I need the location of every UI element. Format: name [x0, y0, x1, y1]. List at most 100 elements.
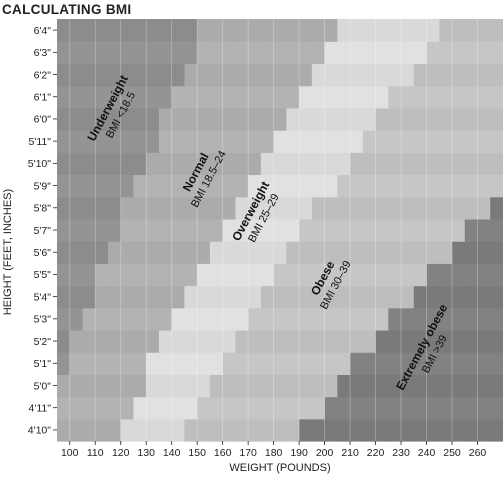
bmi-cell	[452, 263, 466, 287]
bmi-cell	[69, 285, 84, 309]
bmi-cell	[413, 218, 428, 242]
bmi-cell	[95, 329, 109, 353]
bmi-cell	[273, 19, 287, 42]
bmi-cell	[82, 218, 96, 242]
bmi-cell	[222, 107, 236, 131]
bmi-cell	[350, 396, 364, 420]
bmi-cell	[464, 152, 479, 176]
bmi-cell	[477, 19, 491, 42]
bmi-cell	[452, 352, 466, 375]
y-tick-label: 5'1"	[34, 358, 52, 370]
bmi-cell	[184, 174, 198, 198]
bmi-cell	[120, 130, 135, 153]
bmi-cell	[362, 285, 377, 309]
bmi-cell	[311, 174, 326, 198]
bmi-cell	[413, 130, 428, 153]
bmi-cell	[260, 85, 275, 109]
bmi-cell	[388, 174, 402, 198]
bmi-cell	[299, 329, 313, 353]
bmi-cell	[477, 63, 491, 87]
bmi-cell	[401, 152, 415, 176]
bmi-cell	[439, 374, 453, 398]
bmi-cell	[184, 19, 198, 42]
bmi-cell	[95, 63, 109, 87]
bmi-cell	[107, 352, 122, 375]
bmi-grid	[57, 19, 503, 442]
bmi-cell	[375, 396, 389, 420]
bmi-cell	[299, 352, 313, 375]
bmi-cell	[184, 263, 198, 287]
bmi-cell	[401, 263, 415, 287]
bmi-cell	[133, 152, 147, 176]
bmi-cell	[171, 241, 186, 264]
x-tick-label: 100	[61, 447, 79, 459]
bmi-cell	[273, 218, 287, 242]
bmi-cell	[273, 63, 287, 87]
bmi-cell	[133, 263, 147, 287]
bmi-cell	[452, 41, 466, 65]
bmi-cell	[146, 107, 160, 131]
bmi-cell	[222, 285, 236, 309]
bmi-cell	[337, 174, 351, 198]
bmi-cell	[197, 19, 211, 42]
bmi-cell	[57, 285, 71, 309]
bmi-cell	[209, 307, 224, 331]
bmi-cell	[375, 352, 389, 375]
bmi-cell	[197, 41, 211, 65]
bmi-cell	[184, 396, 198, 420]
bmi-cell	[184, 285, 198, 309]
bmi-cell	[337, 418, 351, 442]
bmi-cell	[197, 329, 211, 353]
bmi-cell	[146, 418, 160, 442]
bmi-cell	[439, 174, 453, 198]
bmi-cell	[95, 174, 109, 198]
bmi-cell	[209, 107, 224, 131]
bmi-cell	[95, 107, 109, 131]
bmi-cell	[120, 374, 135, 398]
bmi-cell	[57, 63, 71, 87]
bmi-cell	[286, 63, 300, 87]
bmi-cell	[337, 85, 351, 109]
bmi-cell	[452, 152, 466, 176]
bmi-cell	[362, 152, 377, 176]
bmi-cell	[222, 174, 236, 198]
bmi-cell	[171, 329, 186, 353]
bmi-cell	[82, 285, 96, 309]
bmi-cell	[197, 396, 211, 420]
bmi-cell	[57, 196, 71, 220]
bmi-cell	[273, 241, 287, 264]
bmi-cell	[286, 418, 300, 442]
bmi-cell	[375, 329, 389, 353]
bmi-cell	[477, 263, 491, 287]
bmi-cell	[426, 196, 440, 220]
bmi-cell	[490, 329, 503, 353]
bmi-cell	[133, 63, 147, 87]
bmi-cell	[235, 19, 249, 42]
bmi-cell	[209, 241, 224, 264]
bmi-cell	[120, 396, 135, 420]
bmi-cell	[413, 107, 428, 131]
bmi-cell	[311, 285, 326, 309]
bmi-cell	[375, 285, 389, 309]
bmi-cell	[464, 352, 479, 375]
bmi-cell	[158, 85, 173, 109]
bmi-cell	[426, 418, 440, 442]
bmi-cell	[324, 196, 338, 220]
bmi-cell	[490, 418, 503, 442]
bmi-cell	[184, 85, 198, 109]
bmi-cell	[171, 196, 186, 220]
bmi-cell	[184, 241, 198, 264]
bmi-cell	[439, 285, 453, 309]
bmi-cell	[107, 285, 122, 309]
bmi-cell	[222, 41, 236, 65]
bmi-cell	[311, 63, 326, 87]
bmi-cell	[260, 130, 275, 153]
bmi-cell	[375, 85, 389, 109]
bmi-cell	[248, 19, 262, 42]
bmi-cell	[350, 152, 364, 176]
bmi-cell	[209, 196, 224, 220]
bmi-cell	[426, 241, 440, 264]
bmi-cell	[95, 130, 109, 153]
bmi-cell	[184, 196, 198, 220]
bmi-cell	[477, 41, 491, 65]
